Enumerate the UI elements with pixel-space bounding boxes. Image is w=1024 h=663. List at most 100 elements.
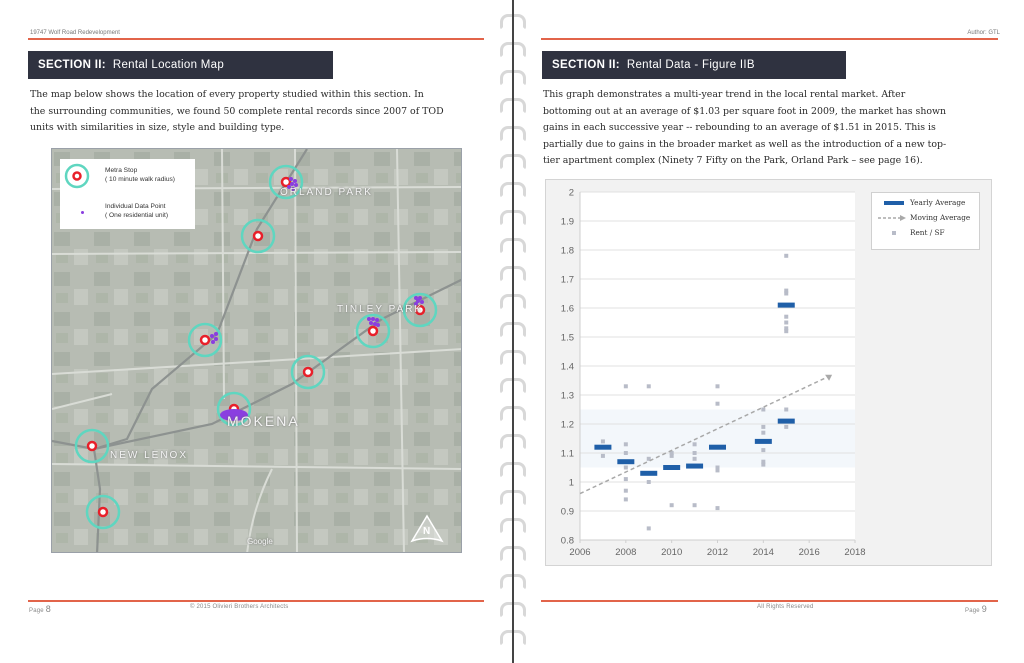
metra-stop-legend-icon	[64, 163, 90, 189]
x-tick-label: 2008	[615, 547, 636, 558]
metra-stop-orland-park[interactable]	[268, 164, 304, 200]
rent-sf-swatch	[892, 231, 896, 235]
y-tick-label: 1.9	[561, 217, 574, 228]
map-roads	[52, 149, 461, 552]
metra-stop-south[interactable]	[85, 494, 121, 530]
section-title-bar: SECTION II: Rental Location Map	[28, 51, 333, 79]
plot-band	[580, 409, 855, 468]
section-title: Rental Location Map	[112, 59, 225, 71]
rent-sf-point	[623, 465, 628, 470]
google-attribution: Google	[247, 537, 273, 546]
dashed-arrow-icon	[878, 215, 906, 221]
x-tick-label: 2012	[707, 547, 728, 558]
footer-copyright: © 2015 Olivieri Brothers Architects	[190, 604, 289, 610]
cluster-orland-park[interactable]	[287, 177, 298, 191]
footer-rule	[28, 600, 484, 602]
x-tick-label: 2014	[753, 547, 774, 558]
yearly-average-swatch	[884, 201, 904, 205]
moving-average-arrowhead	[825, 374, 833, 381]
x-tick-label: 2018	[844, 547, 865, 558]
place-label-tinley-park: TINLEY PARK	[337, 304, 424, 315]
rent-sf-point	[623, 384, 628, 389]
rent-sf-point	[784, 253, 789, 258]
metra-stop-3[interactable]	[187, 322, 223, 358]
rent-sf-point	[784, 424, 789, 429]
legend-item-rent-sf: Rent / SF	[872, 226, 981, 240]
yearly-average-bar	[709, 444, 726, 450]
paragraph-line: bottoming out at an average of $1.03 per…	[543, 105, 947, 117]
north-arrow: N	[410, 514, 444, 544]
rent-sf-point	[784, 326, 789, 331]
section-label: SECTION II:	[38, 59, 106, 71]
metra-stop-tinley-park-east[interactable]	[402, 292, 438, 328]
rent-sf-point	[761, 430, 766, 435]
yearly-average-bar	[617, 459, 635, 465]
x-tick-label: 2006	[569, 547, 590, 558]
y-tick-label: 1.6	[561, 304, 574, 315]
metra-stop-tinley-park[interactable]	[355, 313, 391, 349]
yearly-average-bar	[594, 444, 612, 450]
y-tick-label: 0.9	[561, 507, 574, 518]
rent-sf-point	[669, 453, 674, 458]
y-tick-label: 2	[569, 188, 574, 199]
cluster-tinley-park[interactable]	[367, 317, 380, 327]
rental-location-map[interactable]: ORLAND PARK TINLEY PARK MOKENA NEW LENOX…	[51, 148, 462, 553]
legend-point-title: Individual Data Point	[105, 203, 166, 210]
paragraph-line: gains in each successive year -- rebound…	[543, 122, 936, 134]
moving-average-line	[579, 376, 829, 495]
paragraph-line: tier apartment complex (Ninety 7 Fifty o…	[543, 155, 923, 167]
rent-sf-point	[784, 407, 789, 412]
rent-sf-point	[646, 384, 651, 389]
x-tick-label: 2010	[661, 547, 682, 558]
cluster-mokena[interactable]	[220, 409, 248, 421]
rent-sf-point	[784, 320, 789, 325]
rent-sf-point	[761, 462, 766, 467]
rent-sf-point	[784, 329, 789, 334]
rent-sf-point	[715, 384, 720, 389]
y-tick-label: 1.3	[561, 391, 574, 402]
paragraph-line: The map below shows the location of ever…	[30, 89, 424, 100]
footer-page-number: Page 8	[29, 604, 51, 614]
metra-stop-new-lenox[interactable]	[74, 428, 110, 464]
rent-sf-point	[600, 453, 605, 458]
chart-legend: Yearly Average Moving Average Rent / SF	[871, 192, 980, 250]
y-tick-label: 1.5	[561, 333, 574, 344]
page-prefix: Page	[965, 608, 980, 614]
rent-sf-point	[784, 288, 789, 293]
rent-sf-point	[646, 480, 651, 484]
rent-sf-point	[692, 442, 697, 447]
cluster-tinley-east[interactable]	[414, 296, 424, 306]
metra-stop-5[interactable]	[290, 354, 326, 390]
rent-sf-point	[646, 456, 651, 461]
rent-sf-point	[784, 314, 789, 319]
rent-sf-point	[646, 526, 651, 531]
place-label-orland-park: ORLAND PARK	[280, 187, 373, 198]
legend-item-yearly-average: Yearly Average	[872, 196, 981, 210]
yearly-average-bar	[686, 463, 704, 469]
cluster-3[interactable]	[210, 332, 218, 344]
rent-sf-point	[623, 442, 628, 447]
rent-sf-point	[715, 465, 720, 470]
paragraph-line: partially due to gains in the broader ma…	[543, 138, 947, 150]
rent-sf-point	[669, 451, 674, 455]
section-label: SECTION II:	[552, 59, 620, 71]
section-title: Rental Data - Figure IIB	[626, 59, 755, 71]
header-rule	[28, 38, 484, 40]
book-spine	[512, 0, 514, 663]
rent-sf-point	[692, 456, 697, 461]
rent-sf-point	[715, 468, 720, 473]
rent-sf-point	[600, 439, 605, 444]
legend-item-moving-average: Moving Average	[872, 211, 981, 225]
footer-rights: All Rights Reserved	[757, 604, 814, 610]
rent-sf-point	[761, 407, 766, 412]
legend-label: Rent / SF	[910, 228, 945, 237]
yearly-average-bar	[777, 302, 795, 308]
header-project-title: 19747 Wolf Road Redevelopment	[30, 30, 120, 36]
metra-stop-2[interactable]	[240, 218, 276, 254]
legend-metra-subtitle: ( 10 minute walk radius)	[105, 176, 175, 183]
rent-sf-point	[715, 401, 720, 406]
rent-sf-point	[715, 506, 720, 511]
y-tick-label: 1.8	[561, 246, 574, 257]
metra-stops	[74, 164, 438, 530]
rental-data-chart: 0.8 0.9 1 1.1 1.2 1.3 1.4 1.5 1.6 1.7 1.8 1.9 2 2006 2…	[545, 179, 992, 566]
